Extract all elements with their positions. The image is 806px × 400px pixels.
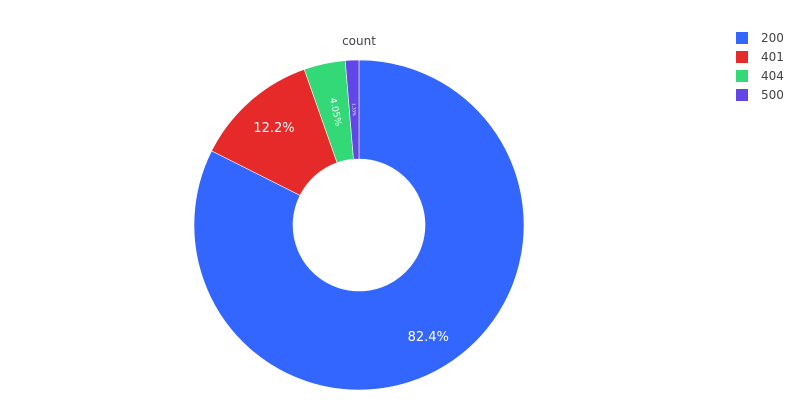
legend-label-200: 200	[761, 31, 784, 45]
legend-label-401: 401	[761, 50, 784, 64]
legend-swatch-404	[736, 70, 748, 82]
legend-label-500: 500	[761, 88, 784, 102]
chart-title: count	[342, 34, 376, 48]
legend-swatch-500	[736, 89, 748, 101]
slice-label-401: 12.2%	[253, 121, 294, 136]
legend-swatch-200	[736, 32, 748, 44]
slice-label-200: 82.4%	[408, 330, 449, 345]
slice-label-500: 1.33%	[351, 103, 357, 116]
legend-label-404: 404	[761, 69, 784, 83]
legend-item-500[interactable]: 500	[736, 88, 784, 102]
slices-layer	[193, 59, 525, 391]
slice-500[interactable]	[344, 59, 360, 160]
legend-item-200[interactable]: 200	[736, 31, 784, 45]
legend-swatch-401	[736, 51, 748, 63]
legend-item-404[interactable]: 404	[736, 69, 784, 83]
legend-item-401[interactable]: 401	[736, 50, 784, 64]
slice-200[interactable]	[193, 59, 525, 391]
legend[interactable]: 200 401 404 500	[736, 31, 784, 102]
